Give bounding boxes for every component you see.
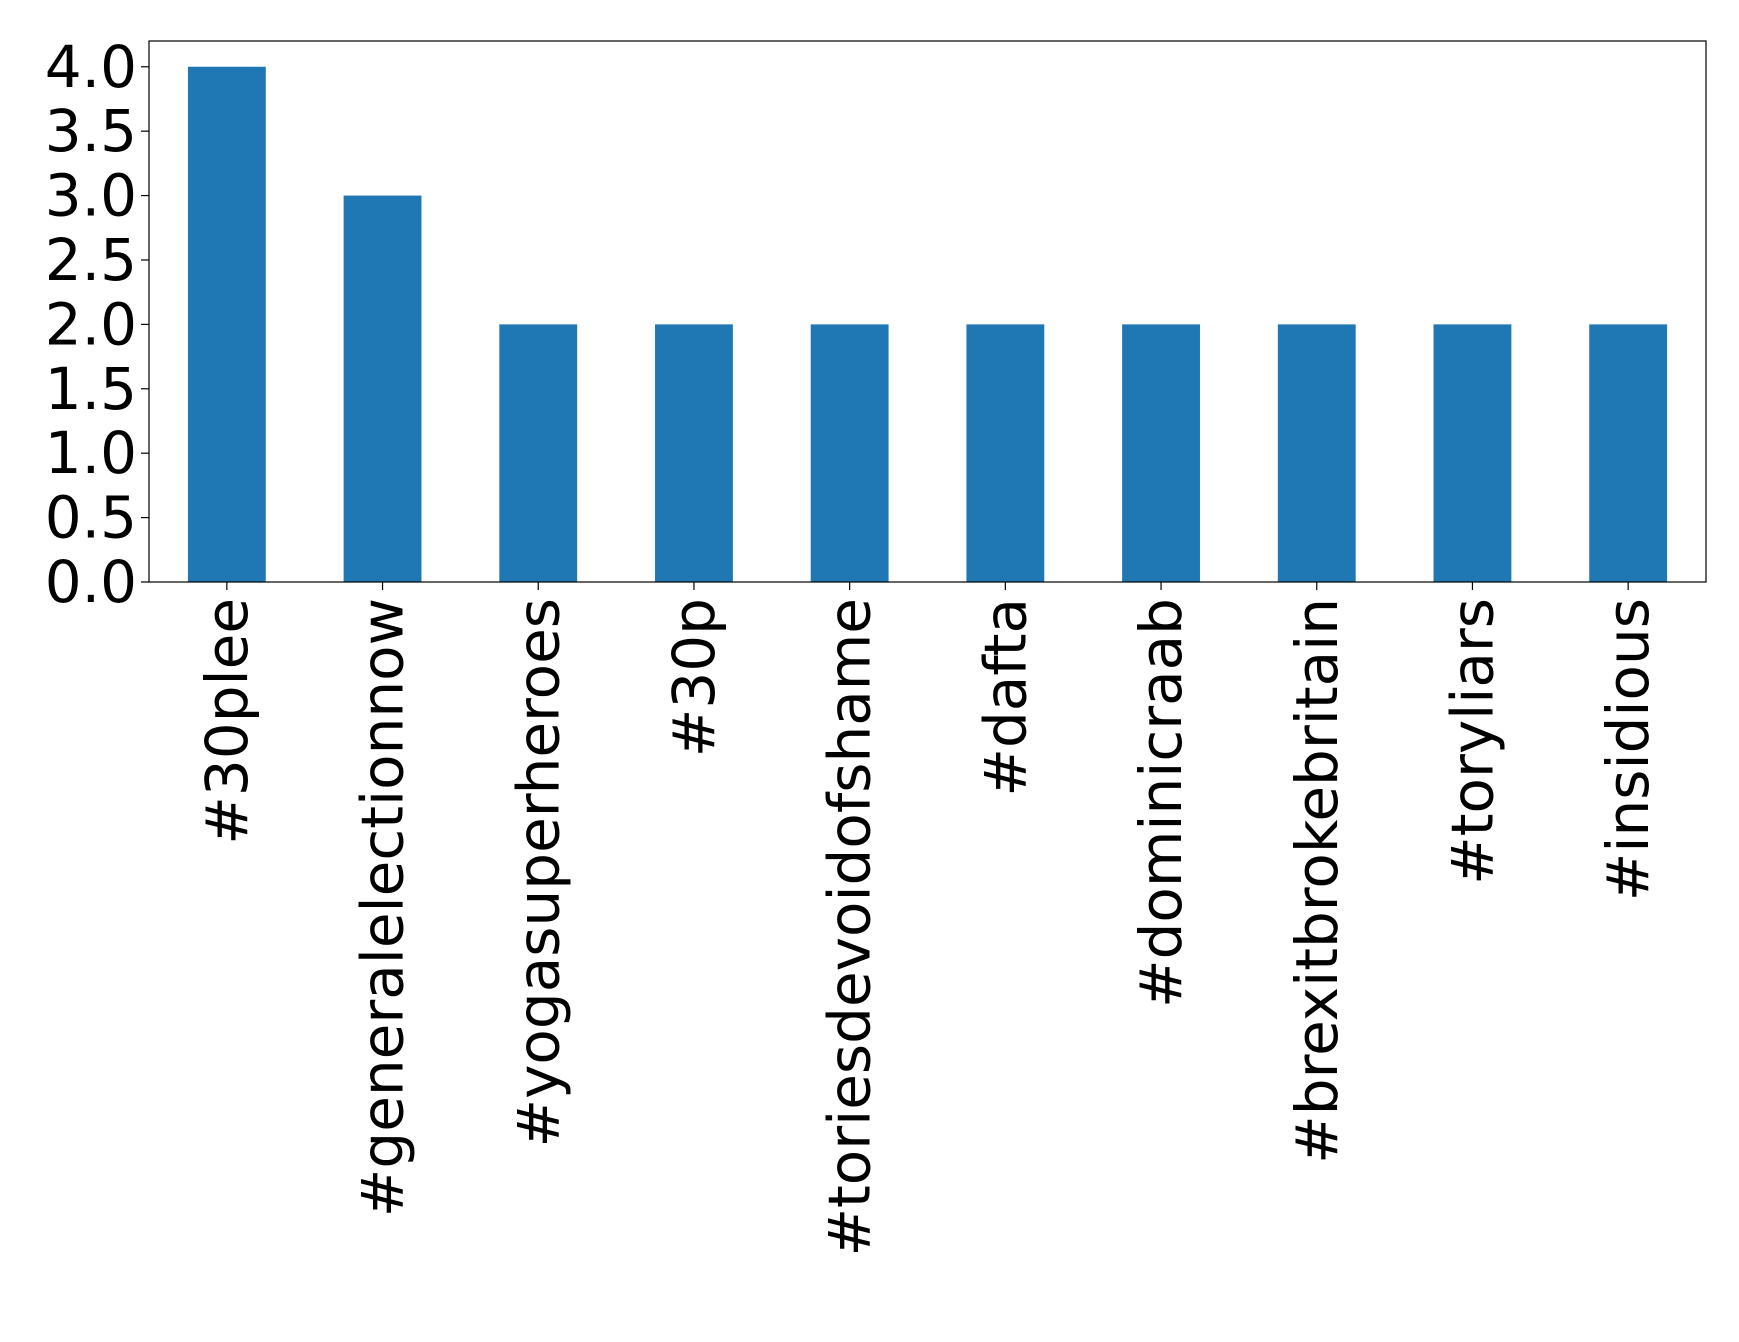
y-tick-label-1: 0.5	[45, 484, 137, 552]
bar-1	[343, 195, 422, 583]
x-axis: #30plee #generalelectionnow #yogasuperhero…	[193, 582, 1662, 1257]
bars-layer	[187, 66, 1668, 583]
bar-9	[1589, 324, 1668, 582]
bar-2	[499, 324, 578, 582]
x-tick-label-4: #toriesdevoidofshame	[816, 598, 884, 1257]
bar-8	[1433, 324, 1512, 582]
y-tick-label-6: 3.0	[45, 162, 137, 230]
x-tick-label-6: #dominicraab	[1127, 598, 1195, 1008]
x-tick-label-2: #yogasuperheroes	[504, 598, 572, 1147]
x-tick-label-0: #30plee	[193, 598, 261, 845]
y-axis: 0.00.51.01.52.02.53.03.54.0	[45, 33, 149, 616]
x-tick-label-9: #insidious	[1594, 598, 1662, 901]
x-tick-label-3: #30p	[660, 598, 728, 757]
y-tick-label-5: 2.5	[45, 226, 137, 294]
y-tick-label-4: 2.0	[45, 290, 137, 358]
bar-7	[1277, 324, 1356, 582]
y-tick-label-2: 1.0	[45, 419, 137, 487]
y-tick-label-8: 4.0	[45, 33, 137, 101]
x-tick-label-1: #generalelectionnow	[349, 598, 417, 1217]
x-tick-label-7: #brexitbrokebritain	[1283, 598, 1351, 1164]
y-tick-label-0: 0.0	[45, 548, 137, 616]
plot-frame	[148, 40, 1707, 583]
bar-3	[655, 324, 733, 582]
bar-5	[966, 324, 1045, 582]
bar-6	[1122, 324, 1200, 582]
y-tick-label-7: 3.5	[45, 97, 137, 165]
bar-4	[810, 324, 889, 582]
bar-0	[187, 66, 266, 582]
x-tick-label-8: #toryliars	[1438, 598, 1506, 885]
y-tick-label-3: 1.5	[45, 355, 137, 423]
x-tick-label-5: #dafta	[971, 598, 1039, 797]
